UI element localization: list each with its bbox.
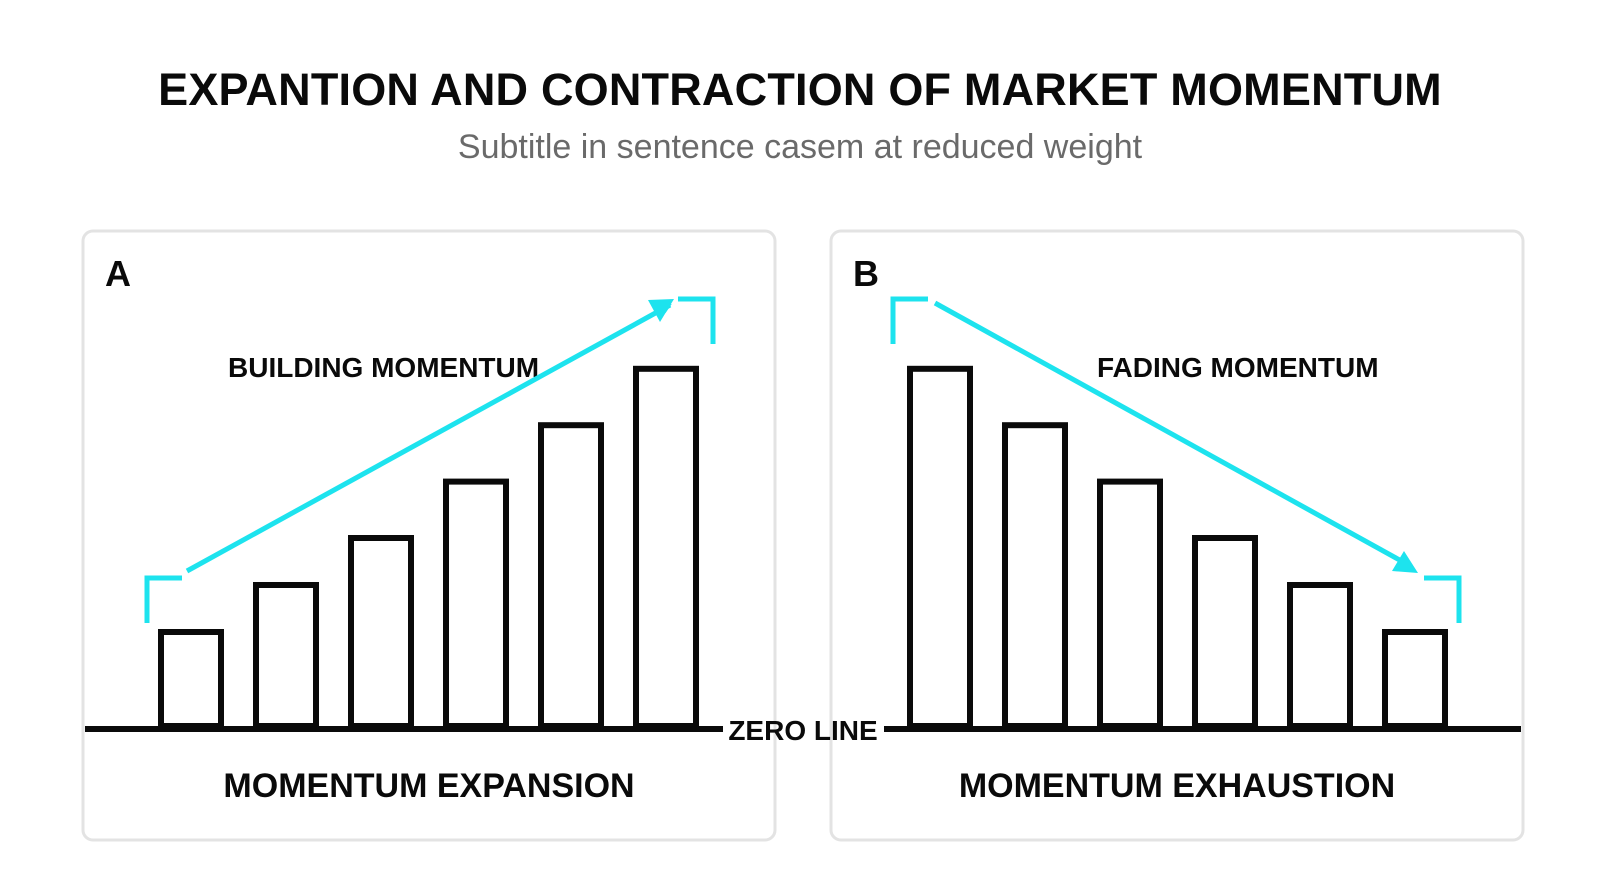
panel-a-bars	[158, 365, 699, 729]
panel-b-start-bracket	[890, 296, 928, 344]
zero-line-label: ZERO LINE	[728, 715, 877, 746]
panel-a-bar-3	[348, 535, 414, 729]
panel-a-bar-1	[158, 629, 224, 729]
panel-a-start-bracket	[144, 575, 182, 623]
page-subtitle: Subtitle in sentence casem at reduced we…	[457, 128, 1143, 166]
panel-a-trend-label: BUILDING MOMENTUM	[228, 352, 539, 383]
panel-a-end-bracket	[678, 296, 716, 344]
panel-a-trend-arrow	[185, 302, 672, 574]
panel-b-bar-3	[1097, 478, 1163, 729]
panel-b-footer-label: MOMENTUM EXHAUSTION	[959, 767, 1395, 805]
panel-a-bar-4	[443, 478, 509, 729]
panel-a-bar-5	[538, 422, 604, 729]
page-title: EXPANTION AND CONTRACTION OF MARKET MOME…	[158, 64, 1442, 115]
panel-b-bar-6	[1382, 629, 1448, 729]
panel-a-bar-2	[253, 582, 319, 729]
panel-b-trend-arrow	[933, 300, 1407, 566]
panel-b-bar-4	[1192, 535, 1258, 729]
panel-b-bars	[907, 365, 1448, 729]
panel-b-trend-label: FADING MOMENTUM	[1097, 352, 1379, 383]
panel-a-bar-6	[633, 365, 699, 729]
panel-b-bar-5	[1287, 582, 1353, 729]
panel-b-bar-2	[1002, 422, 1068, 729]
panel-b-arrowhead-icon	[1392, 551, 1418, 573]
panel-b-letter: B	[853, 253, 879, 294]
panel-a-letter: A	[105, 253, 131, 294]
panel-b-bar-1	[907, 365, 973, 729]
panel-b-end-bracket	[1424, 575, 1462, 623]
panel-a-arrowhead-icon	[648, 299, 674, 322]
panel-a-footer-label: MOMENTUM EXPANSION	[223, 767, 634, 805]
